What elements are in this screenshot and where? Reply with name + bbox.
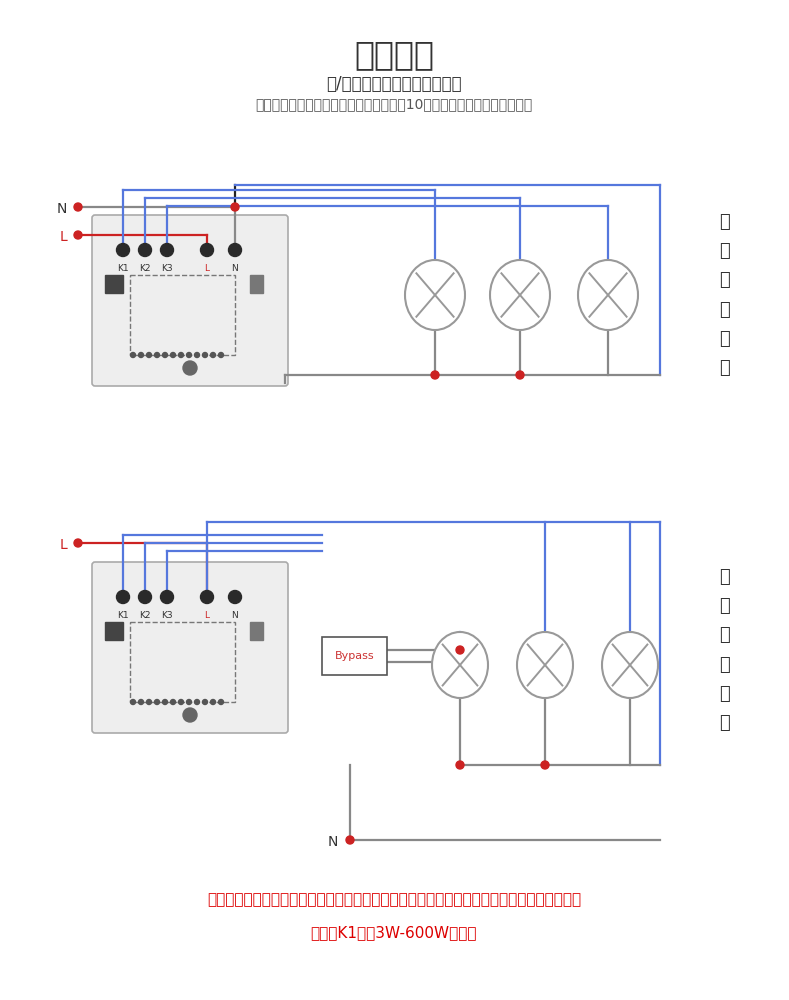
Circle shape [117,590,129,603]
Circle shape [541,761,549,769]
Circle shape [203,700,208,704]
Circle shape [163,700,167,704]
Circle shape [178,353,184,358]
Bar [250,622,263,640]
Circle shape [195,353,200,358]
Text: 单
火
线
接
线
图: 单 火 线 接 线 图 [720,568,731,732]
Circle shape [163,353,167,358]
Circle shape [229,243,241,256]
Circle shape [178,700,184,704]
Circle shape [200,243,214,256]
Circle shape [186,353,192,358]
Circle shape [147,353,151,358]
Circle shape [203,353,208,358]
Text: （设备首次安装完毕后，触摸面板需等待10秒或重新通电才能正常工作）: （设备首次安装完毕后，触摸面板需等待10秒或重新通电才能正常工作） [256,97,533,111]
Circle shape [139,353,144,358]
Circle shape [231,203,239,211]
Circle shape [456,761,464,769]
Circle shape [130,353,136,358]
Text: L: L [59,538,67,552]
Circle shape [139,243,151,256]
Circle shape [229,590,241,603]
Text: K3: K3 [161,611,173,620]
Text: 零
火
线
接
线
图: 零 火 线 接 线 图 [720,213,731,377]
Circle shape [186,700,192,704]
FancyBboxPatch shape [92,215,288,386]
Circle shape [155,700,159,704]
Text: 零火线接法没有限制。为了产品工作更稳定，单火线接法请外接本司配套单火线匹配器配件。: 零火线接法没有限制。为了产品工作更稳定，单火线接法请外接本司配套单火线匹配器配件… [207,892,581,907]
Bar [105,622,123,640]
Circle shape [431,371,439,379]
Text: 单/零火线触控开关接线图如下: 单/零火线触控开关接线图如下 [326,75,462,93]
Ellipse shape [405,260,465,330]
Circle shape [170,700,175,704]
Text: L: L [204,611,210,620]
Circle shape [219,353,223,358]
Bar [322,637,387,675]
Text: Bypass: Bypass [335,651,374,661]
Circle shape [117,243,129,256]
Circle shape [155,353,159,358]
Text: N: N [327,835,338,849]
Circle shape [74,539,82,547]
Bar [105,275,123,293]
Ellipse shape [517,632,573,698]
FancyBboxPatch shape [92,562,288,733]
Text: L: L [204,264,210,273]
Circle shape [211,700,215,704]
Circle shape [219,700,223,704]
Text: N: N [232,611,238,620]
Text: K2: K2 [139,611,151,620]
Circle shape [130,700,136,704]
Text: K3: K3 [161,264,173,273]
Circle shape [170,353,175,358]
Circle shape [74,231,82,239]
Text: L: L [59,230,67,244]
Ellipse shape [578,260,638,330]
Circle shape [346,836,354,844]
Text: K1: K1 [118,611,129,620]
Circle shape [183,708,197,722]
Circle shape [456,646,464,654]
Circle shape [516,371,524,379]
Text: K1: K1 [118,264,129,273]
Text: N: N [232,264,238,273]
Text: N: N [57,202,67,216]
Circle shape [147,700,151,704]
Bar [130,275,235,355]
Bar [250,275,263,293]
Circle shape [160,243,174,256]
Circle shape [211,353,215,358]
Ellipse shape [602,632,658,698]
Circle shape [195,700,200,704]
Ellipse shape [432,632,488,698]
Text: K2: K2 [139,264,151,273]
Bar [130,622,235,702]
Circle shape [160,590,174,603]
Circle shape [183,361,197,375]
Text: 安装说明: 安装说明 [354,38,434,71]
Circle shape [200,590,214,603]
Ellipse shape [490,260,550,330]
Circle shape [139,700,144,704]
Circle shape [74,203,82,211]
Circle shape [139,590,151,603]
Text: （建议K1路在3W-600W之间）: （建议K1路在3W-600W之间） [311,925,477,940]
